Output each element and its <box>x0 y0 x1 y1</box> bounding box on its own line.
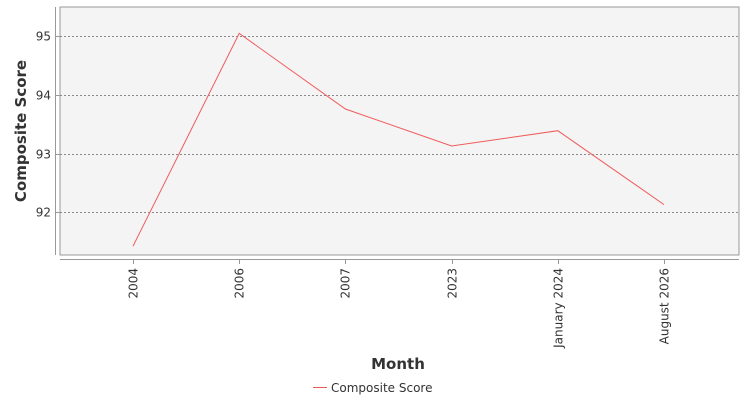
series-line-composite-score <box>132 32 665 247</box>
y-axis-title: Composite Score <box>12 60 30 202</box>
y-tick-label: 95 <box>36 30 51 44</box>
series-layer <box>132 32 665 247</box>
y-tick-label: 93 <box>36 148 51 162</box>
legend: Composite Score <box>313 381 432 395</box>
x-tick-label: January 2024 <box>552 268 566 349</box>
axes: 92 93 94 95 2004 2006 2007 2023 January 2024 Augu… <box>36 7 739 349</box>
x-tick-label: 2023 <box>446 268 460 299</box>
x-tick-label: 2004 <box>127 268 141 299</box>
x-tick-label: 2006 <box>233 268 247 299</box>
x-axis-title: Month <box>371 355 425 373</box>
y-tick-label: 94 <box>36 89 51 103</box>
legend-label-composite-score: Composite Score <box>331 381 432 395</box>
plot-area <box>59 6 740 256</box>
x-tick-label: 2007 <box>339 268 353 299</box>
grid-lines <box>60 36 739 213</box>
y-tick-label: 92 <box>36 206 51 220</box>
x-tick-label: August 2026 <box>658 268 672 344</box>
